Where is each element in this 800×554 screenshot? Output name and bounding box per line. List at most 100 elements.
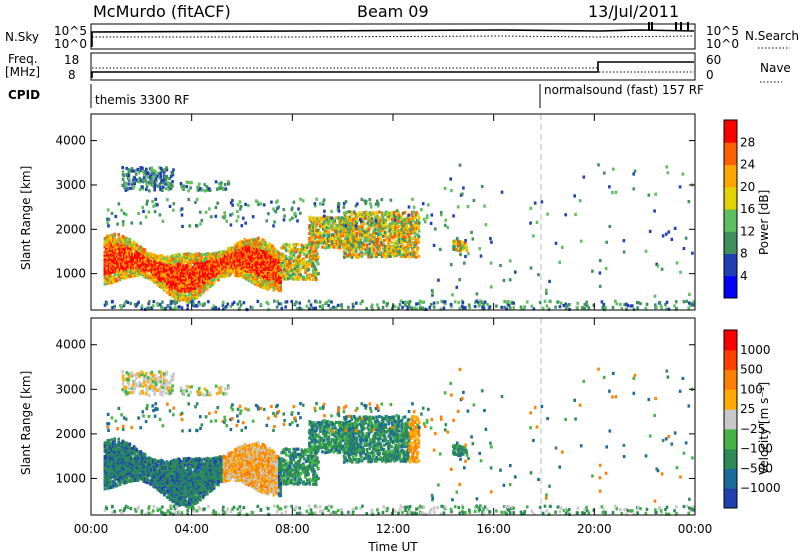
echo-cell xyxy=(128,452,132,456)
echo-cell xyxy=(222,255,226,259)
echo-cell xyxy=(415,251,418,255)
echo-cell xyxy=(172,287,176,291)
echo-cell xyxy=(269,281,273,285)
echo-cell xyxy=(250,246,253,250)
echo-cell xyxy=(120,451,123,456)
echo-cell xyxy=(103,470,107,474)
echo-cell xyxy=(549,300,552,304)
echo-cell xyxy=(247,246,251,250)
echo-cell xyxy=(325,301,329,305)
echo-cell xyxy=(200,255,204,259)
echo-cell xyxy=(163,168,166,172)
echo-cell xyxy=(229,266,233,270)
echo-cell xyxy=(344,200,348,204)
echo-cell xyxy=(127,243,130,247)
echo-cell xyxy=(333,219,337,223)
echo-cell xyxy=(128,244,132,248)
echo-cell xyxy=(647,193,651,197)
echo-cell xyxy=(121,166,124,170)
echo-cell xyxy=(334,236,338,240)
echo-cell xyxy=(404,235,407,239)
echo-cell xyxy=(190,268,194,272)
echo-cell xyxy=(308,261,312,265)
echo-cell xyxy=(136,253,140,257)
echo-cell xyxy=(181,272,184,276)
echo-cell xyxy=(342,205,346,209)
echo-cell xyxy=(242,252,245,256)
echo-cell xyxy=(264,257,267,262)
echo-cell xyxy=(109,457,112,461)
echo-cell xyxy=(483,300,487,304)
echo-cell xyxy=(197,279,201,283)
echo-cell xyxy=(322,241,326,245)
echo-cell xyxy=(327,303,330,308)
echo-cell xyxy=(111,483,115,487)
echo-cell xyxy=(312,277,315,281)
echo-cell xyxy=(196,265,199,269)
echo-cell xyxy=(120,257,123,261)
echo-cell xyxy=(117,456,120,460)
echo-cell xyxy=(368,242,371,246)
echo-cell xyxy=(179,285,183,289)
echo-cell xyxy=(251,262,255,266)
echo-cell xyxy=(199,285,202,289)
echo-cell xyxy=(110,461,114,466)
echo-cell xyxy=(125,451,129,455)
echo-cell xyxy=(308,277,312,281)
echo-cell xyxy=(145,255,148,259)
echo-cell xyxy=(160,284,163,288)
echo-cell xyxy=(402,245,405,249)
echo-cell xyxy=(131,460,134,464)
echo-cell xyxy=(251,243,255,248)
echo-cell xyxy=(308,272,312,277)
echo-cell xyxy=(185,180,189,184)
echo-cell xyxy=(269,247,273,251)
echo-cell xyxy=(266,287,270,291)
echo-cell xyxy=(135,460,138,464)
echo-cell xyxy=(157,275,161,279)
echo-cell xyxy=(462,241,465,245)
echo-cell xyxy=(378,247,382,251)
echo-cell xyxy=(178,268,181,272)
echo-cell xyxy=(189,292,192,296)
echo-cell xyxy=(232,249,235,254)
echo-cell xyxy=(192,281,195,285)
echo-cell xyxy=(197,292,201,296)
echo-cell xyxy=(194,252,198,256)
echo-cell xyxy=(262,281,266,285)
echo-cell xyxy=(312,219,315,223)
colorbar-tick-label: 28 xyxy=(740,135,755,149)
echo-cell xyxy=(308,307,311,311)
echo-cell xyxy=(390,306,394,311)
echo-cell xyxy=(125,243,129,247)
echo-cell xyxy=(181,267,184,271)
echo-cell xyxy=(117,469,120,473)
echo-cell xyxy=(162,185,165,189)
echo-cell xyxy=(196,253,199,257)
echo-cell xyxy=(196,270,199,274)
echo-cell xyxy=(183,291,187,295)
echo-cell xyxy=(105,261,108,265)
echo-cell xyxy=(212,266,216,270)
echo-cell xyxy=(372,223,376,227)
echo-cell xyxy=(107,476,111,480)
echo-cell xyxy=(412,217,415,221)
echo-cell xyxy=(111,449,115,453)
echo-cell xyxy=(152,204,155,208)
echo-cell xyxy=(264,249,267,253)
echo-cell xyxy=(136,268,140,273)
echo-cell xyxy=(178,265,181,269)
echo-cell xyxy=(407,302,411,306)
echo-cell xyxy=(249,305,253,309)
echo-cell xyxy=(379,221,382,225)
echo-cell xyxy=(127,265,130,269)
echo-cell xyxy=(276,267,280,271)
echo-cell xyxy=(417,226,420,230)
echo-cell xyxy=(362,245,365,249)
echo-cell xyxy=(295,306,299,311)
echo-cell xyxy=(118,477,122,481)
echo-cell xyxy=(653,294,657,298)
echo-cell xyxy=(129,244,133,248)
echo-cell xyxy=(278,280,281,284)
echo-cell xyxy=(188,262,191,266)
